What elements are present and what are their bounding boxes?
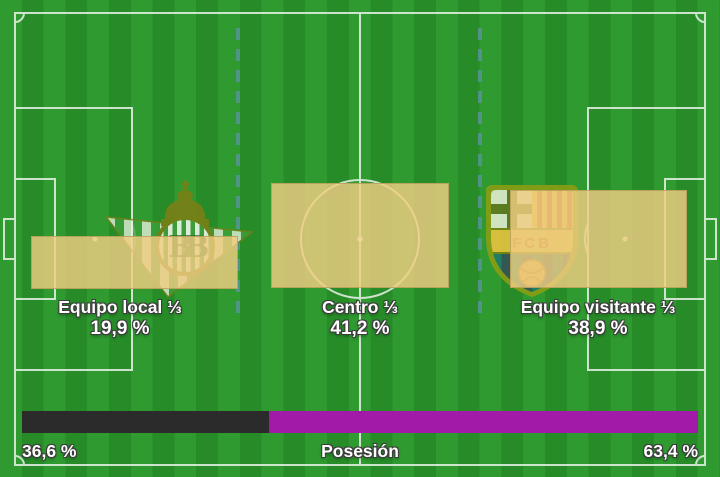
zone-box-local [31,236,238,289]
zone-local-name: Equipo local ⅓ [58,297,182,317]
zone-visitante-value: 38,9 % [568,318,628,339]
possession-bar-home-segment [22,411,270,433]
zone-visitante-name: Equipo visitante ⅓ [520,297,676,317]
possession-away-value: 63,4 % [643,441,698,461]
zone-label-local: Equipo local ⅓ 19,9 % [20,297,220,340]
possession-bar-away-segment [269,411,698,433]
zone-centro-name: Centro ⅓ [322,297,398,317]
third-divider-lines [236,28,482,322]
possession-title: Posesión [321,441,399,461]
zone-centro-value: 41,2 % [330,318,390,339]
possession-bar [22,411,698,433]
zone-local-value: 19,9 % [90,318,150,339]
zone-label-visitante: Equipo visitante ⅓ 38,9 % [498,297,698,340]
zone-label-centro: Centro ⅓ 41,2 % [260,297,460,340]
possession-home-value: 36,6 % [22,441,77,461]
zone-box-visitante [510,190,687,288]
zone-box-centro [271,183,449,288]
